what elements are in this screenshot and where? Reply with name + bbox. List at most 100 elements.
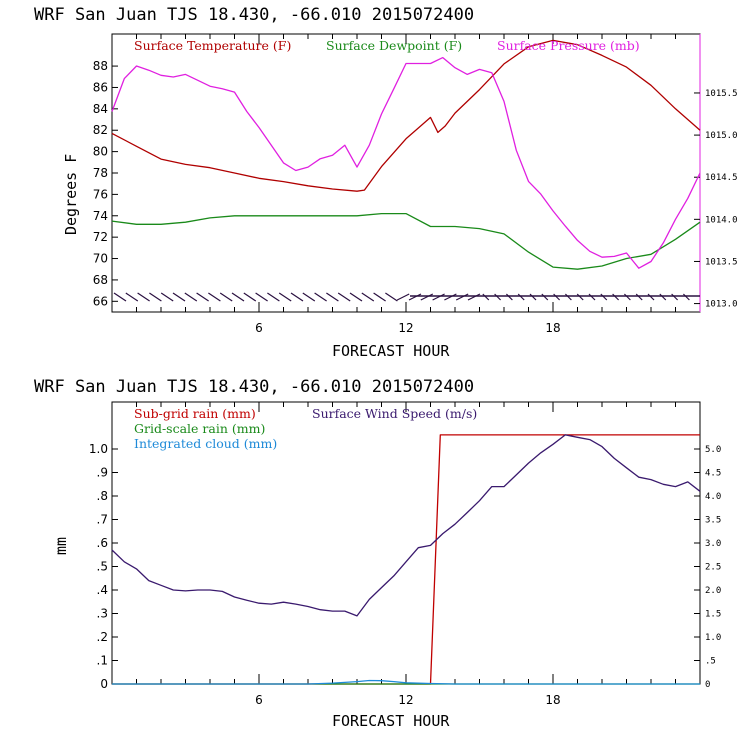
wind-barb bbox=[349, 292, 363, 302]
series-line-surface-dewpoint-f bbox=[111, 212, 701, 270]
left-tick-label: 72 bbox=[93, 230, 108, 244]
left-tick-label: 66 bbox=[93, 294, 108, 308]
right-tick-label: 1014.0 bbox=[705, 215, 738, 225]
series-line-surface-pressure-mb bbox=[111, 56, 701, 269]
top-chart-title: WRF San Juan TJS 18.430, -66.010 2015072… bbox=[34, 5, 474, 25]
x-tick-label: 12 bbox=[398, 693, 413, 707]
left-tick-label: 78 bbox=[93, 166, 108, 180]
temperature-panel: WRF San Juan TJS 18.430, -66.010 2015072… bbox=[34, 5, 738, 360]
precipitation-panel: WRF San Juan TJS 18.430, -66.010 2015072… bbox=[34, 377, 721, 730]
right-tick-label: 5.0 bbox=[705, 445, 721, 455]
legend-entry: Grid-scale rain (mm) bbox=[134, 421, 265, 436]
left-tick-label: 1.0 bbox=[89, 442, 108, 456]
left-tick-label: .7 bbox=[97, 513, 108, 527]
x-tick-label: 12 bbox=[398, 321, 413, 335]
wind-barb bbox=[517, 293, 525, 301]
right-tick-label: 1013.0 bbox=[705, 300, 738, 310]
right-tick-label: 4.5 bbox=[705, 469, 721, 479]
bottom-x-axis-label: FORECAST HOUR bbox=[332, 712, 450, 730]
right-tick-label: 2.0 bbox=[705, 586, 721, 596]
left-tick-label: .2 bbox=[97, 630, 108, 644]
wind-barb bbox=[243, 292, 257, 302]
wind-barb bbox=[255, 292, 268, 302]
wind-barb bbox=[373, 292, 386, 302]
wind-barb bbox=[455, 293, 469, 301]
wind-barb bbox=[208, 292, 221, 302]
wind-barb bbox=[482, 293, 490, 301]
wind-barb bbox=[647, 293, 655, 301]
x-tick-label: 18 bbox=[545, 321, 560, 335]
wind-barb bbox=[326, 292, 339, 302]
wind-barb bbox=[337, 292, 351, 302]
wind-barb bbox=[467, 293, 481, 301]
wind-barb bbox=[219, 292, 233, 302]
legend-entry: Sub-grid rain (mm) bbox=[134, 406, 256, 421]
series-line-sub-grid-rain-mm bbox=[112, 434, 700, 685]
x-tick-label: 18 bbox=[545, 693, 560, 707]
right-tick-label: 1.5 bbox=[705, 610, 721, 620]
left-tick-label: .6 bbox=[97, 536, 108, 550]
wind-barb bbox=[302, 292, 316, 302]
wind-barb bbox=[600, 293, 608, 301]
wind-barb bbox=[278, 292, 292, 302]
x-tick-label: 6 bbox=[255, 321, 263, 335]
left-tick-label: 68 bbox=[93, 273, 108, 287]
right-tick-label: 4.0 bbox=[705, 492, 721, 502]
right-tick-label: 0 bbox=[705, 680, 710, 690]
left-tick-label: .4 bbox=[97, 583, 108, 597]
wind-barb bbox=[137, 292, 150, 302]
wind-barb bbox=[541, 293, 549, 301]
right-tick-label: 1014.5 bbox=[705, 173, 738, 183]
wind-barb bbox=[172, 292, 186, 302]
wind-barb bbox=[149, 292, 162, 302]
wind-barb bbox=[314, 292, 327, 302]
wind-barb bbox=[408, 293, 422, 301]
legend-entry: Surface Dewpoint (F) bbox=[326, 38, 462, 53]
wind-barb bbox=[196, 292, 209, 302]
right-tick-label: .5 bbox=[705, 657, 716, 667]
wind-barb bbox=[529, 293, 537, 301]
wind-barb bbox=[682, 293, 690, 301]
legend-entry: Surface Temperature (F) bbox=[134, 38, 291, 53]
wind-barb bbox=[564, 293, 572, 301]
legend-entry: Surface Wind Speed (m/s) bbox=[312, 406, 477, 421]
wind-barb bbox=[113, 292, 127, 302]
wind-barb bbox=[385, 292, 398, 302]
left-tick-label: .1 bbox=[97, 654, 108, 668]
wind-barb bbox=[184, 292, 198, 302]
wind-barb bbox=[576, 293, 584, 301]
left-tick-label: 80 bbox=[93, 145, 108, 159]
left-tick-label: 74 bbox=[93, 209, 108, 223]
wind-barb bbox=[160, 292, 174, 302]
left-tick-label: 84 bbox=[93, 102, 108, 116]
right-tick-label: 3.5 bbox=[705, 516, 721, 526]
top-y-axis-label: Degrees F bbox=[62, 154, 80, 235]
wind-barb bbox=[420, 293, 434, 301]
x-tick-label: 6 bbox=[255, 693, 263, 707]
wind-barb bbox=[396, 293, 410, 301]
wind-barb bbox=[505, 293, 513, 301]
left-tick-label: .8 bbox=[97, 489, 108, 503]
wind-barb bbox=[671, 293, 679, 301]
wind-barb bbox=[494, 293, 502, 301]
wind-barb bbox=[659, 293, 667, 301]
wind-barb bbox=[635, 293, 643, 301]
wind-barb bbox=[612, 293, 620, 301]
left-tick-label: .9 bbox=[97, 466, 108, 480]
right-tick-label: 1015.0 bbox=[705, 131, 738, 141]
left-tick-label: 86 bbox=[93, 80, 108, 94]
wind-barb bbox=[432, 293, 445, 301]
right-tick-label: 1015.5 bbox=[705, 89, 738, 99]
wind-barb bbox=[444, 293, 457, 301]
left-tick-label: 76 bbox=[93, 187, 108, 201]
left-tick-label: 82 bbox=[93, 123, 108, 137]
wind-barbs bbox=[113, 292, 700, 302]
bottom-y-axis-label: mm bbox=[52, 537, 70, 555]
wind-barb bbox=[267, 292, 280, 302]
series-line-integrated-cloud-mm bbox=[112, 679, 700, 685]
wind-barb bbox=[623, 293, 631, 301]
right-tick-label: 2.5 bbox=[705, 563, 721, 573]
wind-barb bbox=[553, 293, 561, 301]
right-tick-label: 3.0 bbox=[705, 539, 721, 549]
left-tick-label: .5 bbox=[97, 560, 108, 574]
